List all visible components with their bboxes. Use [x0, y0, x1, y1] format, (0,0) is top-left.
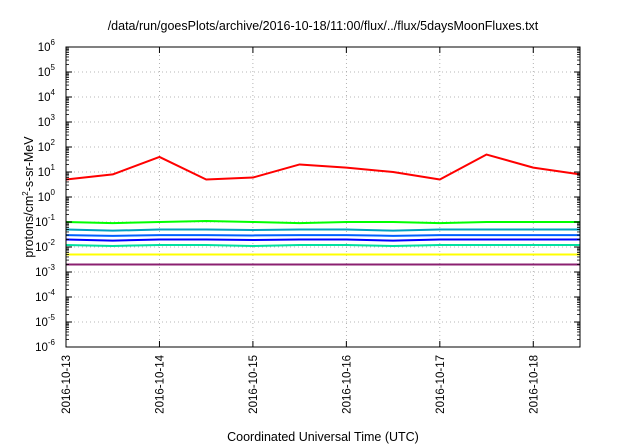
y-axis-label-post: -s-sr-MeV: [22, 136, 36, 192]
y-tick-label: 100: [38, 188, 56, 204]
y-axis-label-pre: protons/cm: [22, 196, 36, 258]
y-tick-label-base: 10: [38, 92, 51, 104]
y-tick-label-base: 10: [38, 142, 51, 154]
y-tick-label: 10-3: [35, 263, 55, 279]
chart-title: /data/run/goesPlots/archive/2016-10-18/1…: [108, 19, 539, 33]
y-tick-label-exp: -6: [48, 338, 56, 347]
y-tick-label-exp: 5: [51, 63, 56, 72]
y-tick-label-base: 10: [38, 192, 51, 204]
grid-layer: [66, 47, 580, 347]
y-tick-label: 105: [38, 63, 56, 79]
y-tick-label-exp: 4: [51, 88, 56, 97]
y-tick-label-exp: -4: [48, 288, 56, 297]
y-tick-label: 10-2: [35, 238, 55, 254]
series-line: [65, 238, 580, 242]
y-tick-label-exp: 2: [51, 138, 56, 147]
y-tick-label-base: 10: [35, 267, 48, 279]
y-tick-label-base: 10: [35, 292, 48, 304]
y-tick-label-exp: -2: [48, 238, 56, 247]
y-tick-label-base: 10: [38, 117, 51, 129]
x-tick-label: 2016-10-18: [528, 355, 540, 414]
y-tick-label: 104: [38, 88, 56, 104]
y-tick-label: 101: [38, 163, 56, 179]
y-tick-label-base: 10: [35, 342, 48, 354]
series-line: [65, 234, 580, 237]
y-tick-label-base: 10: [35, 317, 48, 329]
y-tick-label-base: 10: [35, 217, 48, 229]
y-tick-label-exp: 1: [51, 163, 56, 172]
x-tick-label: 2016-10-14: [154, 354, 166, 413]
y-tick-label-base: 10: [35, 242, 48, 254]
series-line: [65, 244, 580, 247]
series-layer: [65, 153, 581, 266]
x-tick-label: 2016-10-15: [248, 355, 260, 414]
y-tick-label-exp: -1: [48, 213, 56, 222]
y-axis-label: protons/cm2-s-sr-MeV: [21, 136, 36, 258]
y-tick-label-exp: 0: [51, 188, 56, 197]
y-tick-label-exp: 3: [51, 113, 56, 122]
y-tick-label: 10-1: [35, 213, 55, 229]
x-tick-label: 2016-10-13: [61, 355, 73, 414]
y-tick-label-base: 10: [38, 42, 51, 54]
y-tick-label-base: 10: [38, 167, 51, 179]
series-line: [65, 153, 581, 181]
y-tick-label-base: 10: [38, 67, 51, 79]
y-tick-label: 10-6: [35, 338, 55, 354]
y-tick-label-exp: -5: [48, 313, 56, 322]
y-tick-label: 10-5: [35, 313, 55, 329]
x-tick-label: 2016-10-17: [435, 355, 447, 414]
series-line: [65, 228, 580, 232]
y-tick-label: 106: [38, 38, 56, 54]
y-axis-label-sup: 2: [21, 191, 30, 196]
series-line: [65, 219, 580, 225]
label-layer: /data/run/goesPlots/archive/2016-10-18/1…: [21, 19, 539, 444]
x-axis-label: Coordinated Universal Time (UTC): [227, 430, 419, 444]
y-tick-label-exp: -3: [48, 263, 56, 272]
x-tick-label: 2016-10-16: [341, 355, 353, 414]
y-tick-label: 103: [38, 113, 56, 129]
y-tick-label-exp: 6: [51, 38, 56, 47]
y-tick-label: 102: [38, 138, 56, 154]
y-tick-label: 10-4: [35, 288, 55, 304]
tick-layer: 10-610-510-410-310-210-11001011021031041…: [35, 38, 580, 414]
